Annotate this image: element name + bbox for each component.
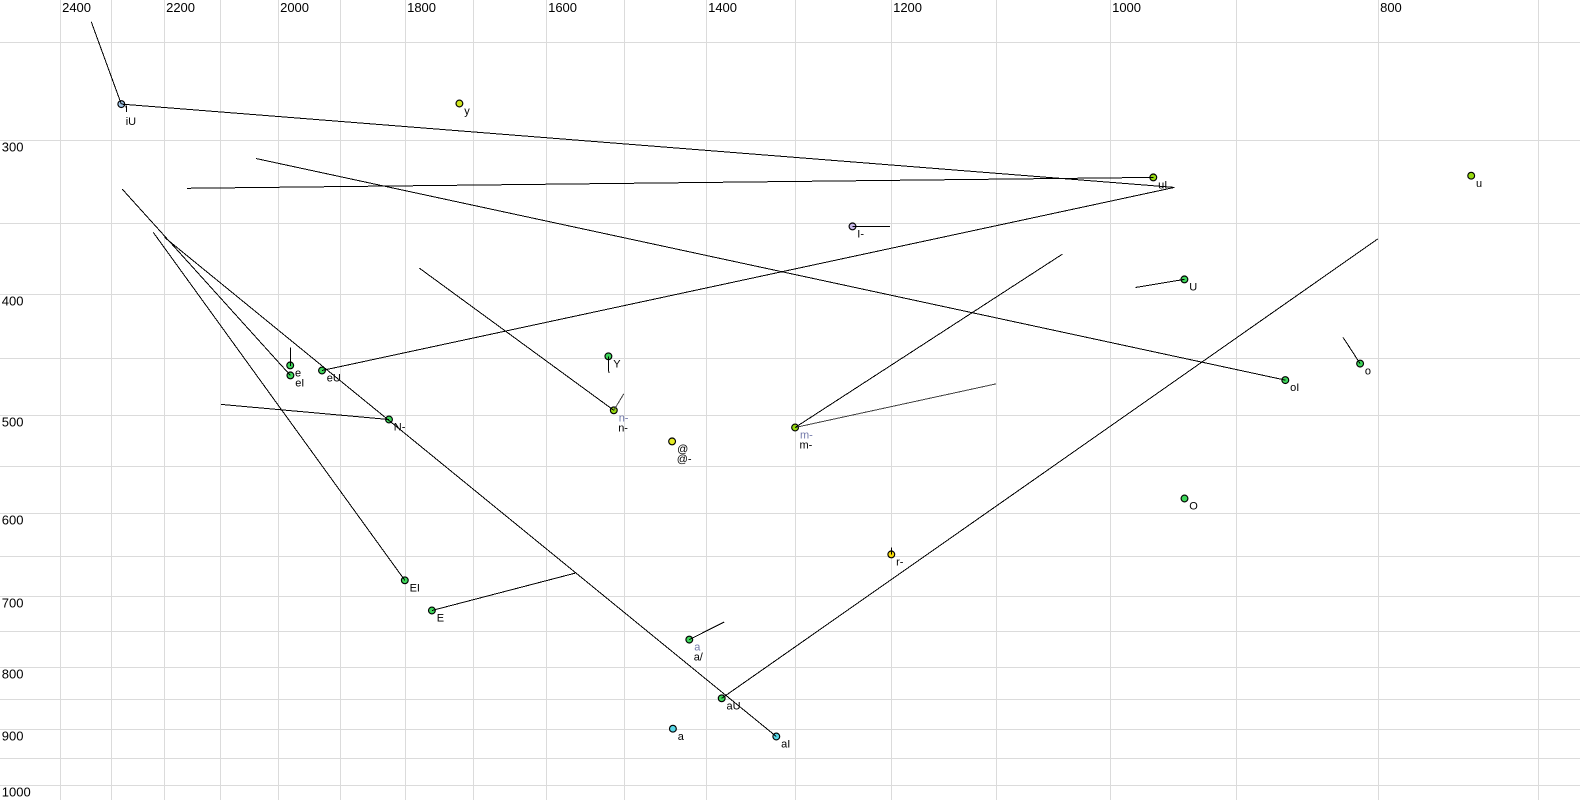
svg-text:E: E <box>437 613 444 625</box>
svg-text:600: 600 <box>2 512 24 527</box>
svg-text:900: 900 <box>2 728 24 743</box>
svg-text:@-: @- <box>677 453 692 465</box>
svg-text:300: 300 <box>2 139 24 154</box>
svg-text:2200: 2200 <box>166 0 195 15</box>
svg-text:400: 400 <box>2 293 24 308</box>
svg-text:u: u <box>1476 178 1482 190</box>
svg-text:r-: r- <box>896 557 904 569</box>
svg-text:@: @ <box>677 444 688 456</box>
svg-text:y: y <box>464 106 470 118</box>
svg-text:2400: 2400 <box>62 0 91 15</box>
svg-text:O: O <box>1189 501 1198 513</box>
svg-text:m-: m- <box>800 430 813 442</box>
svg-text:2000: 2000 <box>280 0 309 15</box>
svg-text:U: U <box>1189 282 1197 294</box>
svg-text:iU: iU <box>126 116 136 128</box>
svg-text:aI: aI <box>781 739 790 751</box>
svg-text:a: a <box>694 642 701 654</box>
svg-text:800: 800 <box>1380 0 1402 15</box>
svg-text:n-: n- <box>619 412 629 424</box>
svg-text:1600: 1600 <box>548 0 577 15</box>
svg-text:m-: m- <box>800 440 813 452</box>
svg-text:1000: 1000 <box>1112 0 1141 15</box>
svg-text:eI: eI <box>295 378 304 390</box>
svg-text:500: 500 <box>2 414 24 429</box>
svg-text:1400: 1400 <box>708 0 737 15</box>
svg-text:eU: eU <box>327 373 341 385</box>
svg-text:I-: I- <box>857 229 864 241</box>
svg-text:800: 800 <box>2 666 24 681</box>
svg-text:n-: n- <box>618 422 628 434</box>
svg-text:o: o <box>1365 366 1371 378</box>
svg-text:1200: 1200 <box>893 0 922 15</box>
svg-text:uI: uI <box>1158 180 1167 192</box>
svg-text:Y: Y <box>613 358 621 370</box>
svg-text:oI: oI <box>1290 382 1299 394</box>
svg-text:N-: N- <box>394 422 406 434</box>
svg-text:a/: a/ <box>694 652 704 664</box>
svg-text:700: 700 <box>2 595 24 610</box>
svg-text:e: e <box>295 368 301 380</box>
svg-text:1800: 1800 <box>407 0 436 15</box>
svg-text:1000: 1000 <box>2 784 31 799</box>
svg-text:a: a <box>678 731 685 743</box>
svg-text:aU: aU <box>727 700 741 712</box>
svg-text:EI: EI <box>410 582 420 594</box>
